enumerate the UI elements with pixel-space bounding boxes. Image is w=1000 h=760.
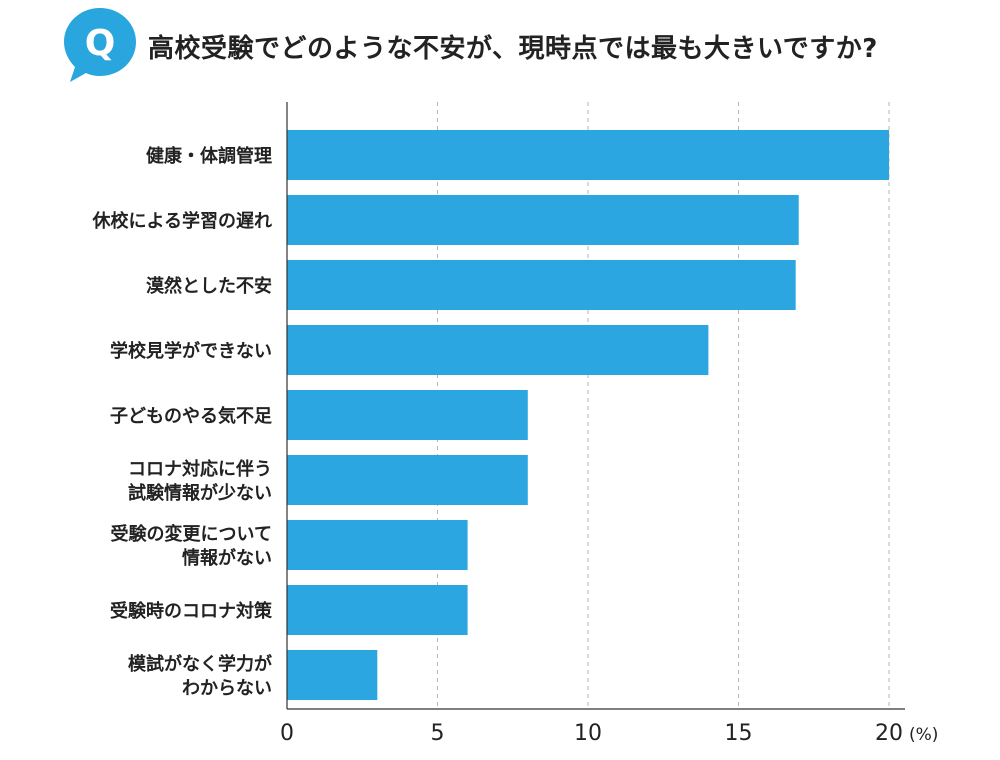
bar xyxy=(287,130,889,180)
bar xyxy=(287,390,528,440)
bar xyxy=(287,195,799,245)
category-label: 情報がない xyxy=(182,547,272,569)
x-tick-label: 0 xyxy=(280,721,294,746)
bar xyxy=(287,455,528,505)
category-label: 健康・体調管理 xyxy=(146,145,272,167)
bar xyxy=(287,650,378,700)
question-bubble-shape xyxy=(64,8,136,82)
category-label: わからない xyxy=(182,678,272,699)
question-letter: Q xyxy=(85,23,116,64)
x-tick-label: 15 xyxy=(725,721,753,746)
category-label: 模試がなく学力が xyxy=(128,653,272,675)
page-title: 高校受験でどのような不安が、現時点では最も大きいですか? xyxy=(148,34,878,64)
unit-label: (%) xyxy=(909,725,938,745)
category-label: 試験情報が少ない xyxy=(128,482,272,504)
category-label: 漠然とした不安 xyxy=(146,275,272,297)
category-label: 子どものやる気不足 xyxy=(110,405,272,427)
category-label: 学校見学ができない xyxy=(110,340,272,362)
bar xyxy=(287,325,709,375)
question-bubble-icon: Q xyxy=(64,8,136,82)
question-header: Q 高校受験でどのような不安が、現時点では最も大きいですか? xyxy=(62,6,992,86)
category-label: 受験の変更について xyxy=(111,523,272,545)
x-tick-label: 10 xyxy=(574,721,602,746)
bar xyxy=(287,585,468,635)
bar xyxy=(287,260,796,310)
category-label: 休校による学習の遅れ xyxy=(92,210,272,232)
bar xyxy=(287,520,468,570)
category-label: コロナ対応に伴う xyxy=(128,458,272,480)
x-tick-label: 20 xyxy=(875,721,903,746)
category-label: 受験時のコロナ対策 xyxy=(110,600,273,622)
x-tick-label: 5 xyxy=(431,721,445,746)
